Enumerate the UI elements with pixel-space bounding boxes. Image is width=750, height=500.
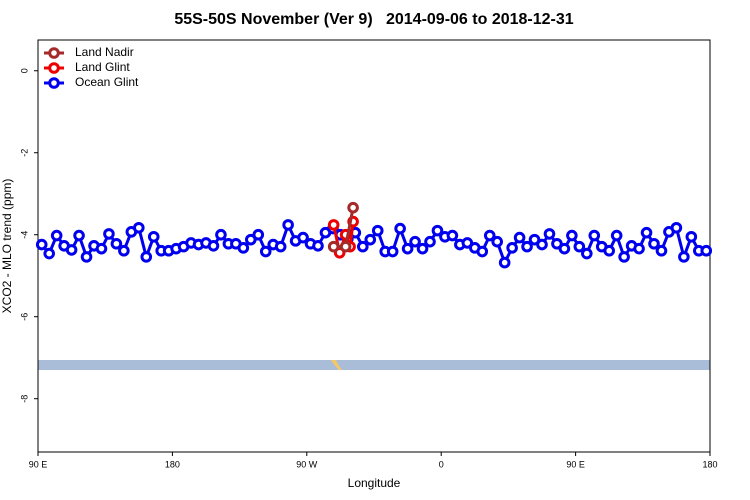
data-point xyxy=(446,229,459,242)
data-point xyxy=(95,242,108,255)
data-point xyxy=(133,221,145,234)
data-point xyxy=(147,230,160,243)
legend-label: Ocean Glint xyxy=(75,75,139,89)
data-point xyxy=(588,229,601,242)
data-point xyxy=(80,251,93,263)
data-point xyxy=(633,242,645,255)
data-point xyxy=(513,231,526,244)
x-tick-label: 180 xyxy=(165,459,180,469)
data-point xyxy=(274,240,287,253)
data-point xyxy=(685,230,698,243)
legend-marker xyxy=(48,62,60,74)
data-point xyxy=(103,228,115,240)
data-point xyxy=(207,239,220,252)
data-point xyxy=(386,245,399,258)
data-point xyxy=(655,244,668,257)
data-point xyxy=(312,239,324,252)
data-point xyxy=(43,247,56,260)
data-point xyxy=(648,237,660,250)
data-point xyxy=(610,229,623,242)
x-tick-label: 90 E xyxy=(29,459,48,469)
data-point xyxy=(110,237,123,250)
data-point xyxy=(581,247,593,260)
chart-title: 55S-50S November (Ver 9) 2014-09-06 to 2… xyxy=(174,11,573,28)
map-strip xyxy=(38,360,710,370)
data-point xyxy=(297,231,309,244)
y-tick-label: -6 xyxy=(19,313,29,321)
x-tick-label: 0 xyxy=(439,459,444,469)
data-point xyxy=(618,251,630,263)
data-point xyxy=(371,224,384,237)
y-tick-label: -2 xyxy=(19,149,29,157)
x-tick-label: 90 W xyxy=(296,459,318,469)
data-point xyxy=(424,235,436,248)
y-tick-label: 0 xyxy=(19,68,29,73)
x-axis-label: Longitude xyxy=(348,476,401,490)
data-point xyxy=(35,238,48,251)
y-axis-label: XCO2 - MLO trend (ppm) xyxy=(0,179,14,314)
data-point xyxy=(252,228,265,241)
data-point xyxy=(327,240,340,253)
data-point xyxy=(566,229,578,242)
data-point xyxy=(118,244,130,257)
data-point xyxy=(678,251,690,263)
data-point xyxy=(364,233,377,246)
data-point xyxy=(700,244,713,257)
data-point xyxy=(551,237,563,250)
data-point xyxy=(543,228,556,240)
data-point xyxy=(339,240,352,253)
x-tick-label: 90 E xyxy=(566,459,585,469)
map-land xyxy=(331,360,342,370)
data-point xyxy=(476,245,489,258)
data-point xyxy=(50,229,63,242)
data-point xyxy=(237,242,250,254)
data-point xyxy=(401,242,414,255)
data-point xyxy=(483,229,496,242)
y-tick-label: -4 xyxy=(19,231,29,239)
data-point xyxy=(416,242,429,255)
data-point xyxy=(259,245,272,258)
y-tick-label: -8 xyxy=(19,395,29,403)
legend-label: Land Glint xyxy=(75,60,130,74)
data-point xyxy=(282,219,294,231)
data-point xyxy=(357,240,369,253)
legend-marker xyxy=(48,77,60,89)
data-point xyxy=(140,251,153,263)
data-point xyxy=(521,240,533,253)
data-point xyxy=(573,240,586,253)
data-point xyxy=(394,222,406,235)
data-point xyxy=(558,242,571,255)
data-point xyxy=(491,235,504,248)
data-point xyxy=(640,226,653,239)
data-point xyxy=(603,244,616,257)
data-point xyxy=(536,238,548,251)
data-point xyxy=(431,224,444,237)
x-tick-label: 180 xyxy=(702,459,717,469)
data-point xyxy=(245,233,257,246)
data-point xyxy=(461,237,474,249)
data-point xyxy=(347,201,359,214)
data-point xyxy=(65,244,78,256)
data-point xyxy=(670,221,683,234)
legend-marker xyxy=(48,47,60,59)
data-point xyxy=(327,219,340,231)
data-point xyxy=(215,228,227,241)
data-point xyxy=(528,233,541,246)
data-point xyxy=(506,242,518,254)
data-point xyxy=(498,256,511,269)
data-point xyxy=(409,235,421,248)
data-point xyxy=(73,229,85,242)
legend-label: Land Nadir xyxy=(75,45,134,59)
